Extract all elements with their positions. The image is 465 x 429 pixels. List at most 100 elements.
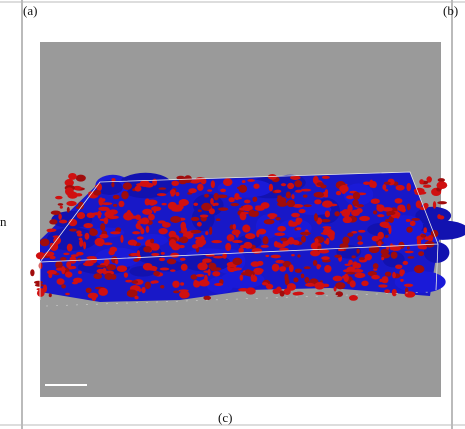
red-blob — [132, 231, 140, 234]
red-blob — [99, 271, 103, 274]
red-blob — [325, 189, 328, 196]
red-blob — [111, 182, 114, 187]
red-blob — [109, 247, 117, 253]
red-blob — [291, 194, 294, 199]
red-blob — [200, 214, 209, 217]
red-blob — [245, 233, 255, 239]
red-blob — [193, 203, 198, 206]
red-blob — [377, 214, 384, 217]
red-blob — [385, 235, 389, 238]
red-blob — [98, 288, 108, 296]
red-blob — [65, 187, 74, 195]
red-blob — [343, 269, 352, 272]
panel-label: (a) — [23, 3, 37, 18]
red-blob — [120, 235, 123, 243]
red-blob — [358, 230, 366, 233]
red-blob — [170, 189, 176, 195]
red-blob — [388, 226, 391, 234]
red-blob — [411, 218, 420, 221]
red-blob — [172, 281, 179, 288]
red-blob — [406, 183, 411, 191]
red-blob — [111, 274, 117, 280]
red-blob — [233, 268, 238, 272]
red-blob — [161, 252, 165, 255]
red-blob — [418, 251, 424, 256]
red-blob — [365, 254, 372, 260]
red-blob — [347, 232, 353, 236]
red-blob — [85, 233, 90, 240]
red-blob — [61, 284, 66, 288]
red-blob — [76, 230, 81, 234]
red-blob — [350, 280, 356, 287]
red-blob — [152, 280, 159, 283]
red-blob — [392, 289, 397, 296]
red-blob — [209, 208, 215, 214]
red-blob — [171, 208, 182, 212]
red-blob — [162, 222, 171, 228]
red-blob — [281, 183, 286, 186]
red-blob — [83, 223, 93, 228]
red-blob — [211, 240, 222, 243]
red-blob — [197, 262, 207, 270]
red-blob — [304, 204, 312, 207]
red-blob — [346, 216, 350, 219]
red-blob — [97, 265, 107, 268]
red-blob — [297, 254, 300, 257]
red-blob — [269, 184, 273, 192]
red-blob — [213, 193, 219, 200]
page: n (a) (b) (c) — [0, 0, 465, 429]
red-blob — [197, 222, 202, 227]
red-blob — [357, 235, 362, 240]
red-blob — [72, 282, 78, 285]
red-blob — [98, 207, 109, 211]
red-blob — [93, 190, 101, 196]
red-blob — [113, 204, 117, 207]
red-blob — [384, 182, 391, 185]
red-blob — [151, 253, 159, 256]
red-blob — [35, 284, 44, 287]
red-blob — [55, 196, 62, 200]
red-blob — [159, 258, 165, 261]
red-blob — [352, 199, 359, 206]
red-blob — [287, 200, 295, 207]
red-blob — [392, 272, 396, 278]
red-blob — [377, 204, 381, 208]
red-blob — [232, 258, 242, 266]
red-blob — [160, 285, 164, 289]
red-blob — [400, 279, 404, 282]
red-blob — [59, 220, 67, 224]
red-blob — [371, 275, 380, 280]
red-blob — [257, 261, 263, 266]
red-blob — [340, 211, 347, 214]
red-blob — [287, 183, 294, 189]
red-blob — [203, 296, 211, 300]
red-blob — [92, 212, 102, 215]
red-blob — [49, 219, 57, 224]
red-blob — [385, 219, 390, 222]
red-blob — [361, 280, 368, 286]
red-blob — [125, 280, 132, 283]
red-blob — [314, 213, 318, 221]
red-blob — [118, 201, 124, 207]
red-blob — [170, 216, 181, 223]
red-blob — [180, 258, 186, 261]
red-blob — [70, 266, 76, 269]
red-blob — [419, 179, 424, 184]
red-blob — [43, 285, 47, 293]
red-blob — [274, 190, 281, 193]
red-blob — [143, 263, 153, 271]
red-blob — [230, 203, 239, 206]
red-blob — [240, 212, 247, 220]
red-blob — [379, 221, 389, 227]
red-blob — [136, 183, 146, 186]
red-blob — [274, 233, 285, 236]
red-blob — [304, 266, 311, 269]
red-blob — [240, 275, 244, 281]
red-blob — [36, 252, 45, 259]
red-blob — [377, 232, 384, 240]
red-blob — [176, 192, 180, 196]
red-blob — [101, 202, 112, 205]
red-blob — [214, 203, 219, 206]
red-blob — [233, 224, 236, 230]
red-blob — [58, 203, 64, 206]
